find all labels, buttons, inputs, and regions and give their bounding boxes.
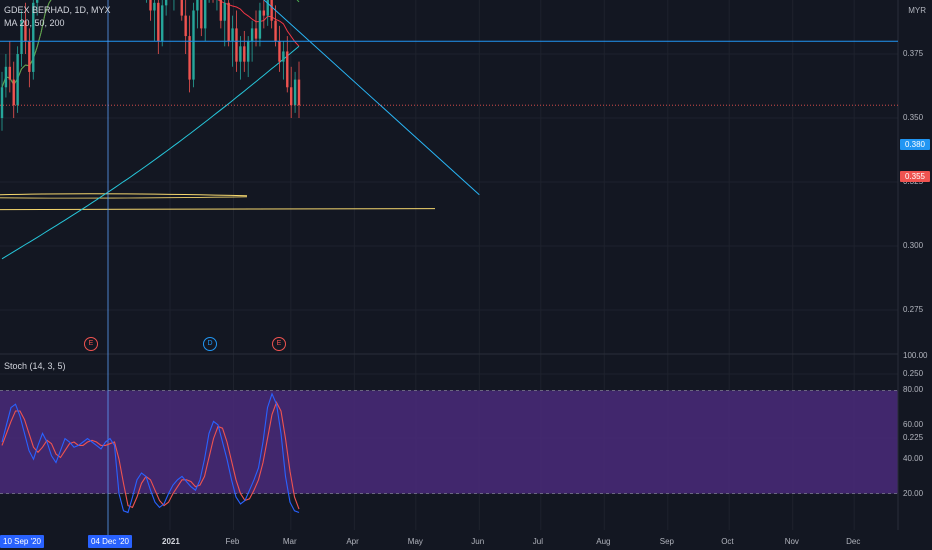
earnings-event-icon[interactable]: E [84, 337, 98, 351]
support-line[interactable] [0, 193, 248, 197]
stoch-axis-label: 60.00 [903, 419, 924, 429]
symbol-legend[interactable]: GDEX BERHAD, 1D, MYX [4, 5, 111, 15]
candle-body [219, 0, 223, 21]
candle-body [246, 41, 250, 62]
time-axis-label: Aug [596, 537, 611, 546]
ma-legend[interactable]: MA 20, 50, 200 [4, 18, 65, 28]
candle-body [297, 79, 301, 106]
candle-body [192, 10, 195, 80]
price-axis-label: 0.300 [903, 241, 924, 250]
candle-body [8, 66, 12, 80]
stoch-d-line [1, 401, 300, 510]
time-axis-label: Mar [282, 537, 297, 546]
time-axis-label: Apr [346, 537, 359, 546]
hline-price-tag: 0.380 [900, 139, 930, 150]
candle-body [270, 0, 273, 21]
time-axis-label: May [407, 537, 423, 546]
time-axis-label: Oct [721, 537, 734, 546]
candle-body [180, 0, 183, 16]
time-axis-label: Feb [225, 537, 240, 546]
stoch-band [0, 390, 898, 494]
price-axis-label: 0.275 [903, 305, 924, 314]
stoch-axis-label: 20.00 [903, 488, 924, 498]
candle-body [35, 0, 39, 3]
candle-body [20, 20, 23, 54]
time-axis-label: Nov [784, 537, 799, 546]
candle-body [164, 0, 168, 6]
candle-body [289, 87, 293, 106]
price-axis-label: 0.225 [903, 433, 924, 442]
crosshair-date-tag: 04 Dec '20 [88, 535, 132, 548]
candle-body [149, 0, 152, 11]
candle-body [12, 79, 15, 106]
candle-body [293, 79, 297, 106]
candle-body [254, 28, 258, 39]
candle-body [223, 2, 226, 21]
dividend-event-icon[interactable]: D [203, 337, 217, 351]
candle-body [188, 36, 191, 80]
stochastic-lines [1, 392, 300, 514]
candle-body [28, 41, 31, 72]
candle-body [0, 87, 4, 118]
stoch-axis-label: 80.00 [903, 385, 924, 395]
price-axis-label: 0.250 [903, 369, 924, 378]
left-date-tag: 10 Sep '20 [0, 535, 45, 548]
candle-body [278, 41, 281, 62]
candle-body [153, 2, 156, 11]
stoch-axis-label: 40.00 [903, 454, 924, 464]
candle-body [204, 0, 207, 29]
ma-20-line [1, 0, 300, 88]
time-axis-label: 2021 [162, 537, 180, 546]
candle-body [157, 2, 160, 42]
currency-label: MYR [908, 6, 926, 15]
time-axis-label: Dec [846, 537, 861, 546]
time-axis-label: Jul [532, 537, 543, 546]
candle-body [262, 10, 266, 16]
moving-averages [1, 0, 300, 260]
price-axis-label: 0.375 [903, 49, 924, 58]
candle-body [243, 46, 246, 62]
price-axis-label: 0.350 [903, 113, 924, 122]
earnings-event-icon[interactable]: E [272, 337, 286, 351]
time-axis-label: Sep [659, 537, 674, 546]
candle-body [200, 0, 203, 29]
candle-body [274, 20, 277, 42]
candle-body [282, 51, 285, 62]
stoch-k-line [1, 392, 300, 514]
candle-body [258, 10, 262, 39]
candle-body [227, 2, 230, 42]
stoch-legend[interactable]: Stoch (14, 3, 5) [4, 361, 66, 371]
candles [0, 0, 301, 131]
last-price-tag: 0.355 [900, 171, 930, 182]
candle-body [4, 66, 8, 88]
candle-body [32, 2, 35, 72]
candle-body [16, 54, 19, 106]
candle-body [266, 0, 269, 16]
candle-body [231, 28, 234, 42]
support-line[interactable] [0, 196, 248, 199]
candle-body [184, 15, 187, 37]
candle-body [161, 5, 164, 42]
trendline[interactable] [63, 0, 480, 196]
candle-body [239, 46, 242, 62]
candle-body [196, 0, 199, 11]
stoch-axis-label: 100.00 [903, 351, 928, 360]
candle-body [250, 28, 254, 42]
ma-200-line [1, 45, 300, 260]
candle-body [235, 28, 238, 62]
candle-body [286, 51, 289, 88]
candle-body [24, 20, 27, 42]
time-axis-label: Jun [471, 537, 485, 546]
